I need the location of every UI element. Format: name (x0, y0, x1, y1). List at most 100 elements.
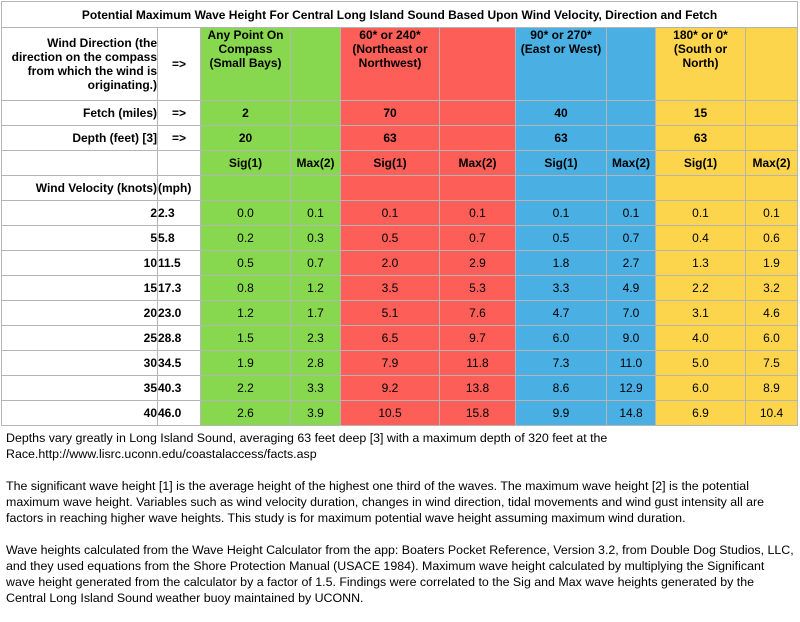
mph-cell: 23.0 (157, 300, 201, 326)
table-row: 10 11.5 0.5 0.7 2.0 2.9 1.8 2.7 1.3 1.9 (1, 250, 799, 276)
max-value-cell: 0.6 (744, 225, 799, 251)
sig-value-cell: 3.3 (515, 275, 607, 301)
sig-value-cell: 5.0 (655, 350, 746, 376)
mph-cell: 17.3 (157, 275, 201, 301)
max-value-cell: 11.8 (439, 350, 516, 376)
direction-south-north: 180* or 0* (South or North) (655, 27, 746, 101)
sig-header: Sig(1) (655, 150, 746, 176)
knots-cell: 40 (1, 400, 158, 426)
table-row: 2 2.3 0.0 0.1 0.1 0.1 0.1 0.1 0.1 0.1 (1, 200, 799, 226)
fetch-value: 15 (655, 100, 746, 126)
fetch-value: 2 (200, 100, 291, 126)
max-header: Max(2) (439, 150, 516, 176)
sig-value-cell: 1.3 (655, 250, 746, 276)
knots-cell: 5 (1, 225, 158, 251)
max-value-cell: 7.0 (606, 300, 656, 326)
mph-cell: 11.5 (157, 250, 201, 276)
table-row: 20 23.0 1.2 1.7 5.1 7.6 4.7 7.0 3.1 4.6 (1, 300, 799, 326)
mph-cell: 2.3 (157, 200, 201, 226)
direction-east-west-spacer (606, 27, 656, 101)
max-value-cell: 7.5 (744, 350, 799, 376)
max-value-cell: 7.6 (439, 300, 516, 326)
max-value-cell: 0.1 (290, 200, 341, 226)
sig-value-cell: 0.1 (340, 200, 440, 226)
max-value-cell: 12.9 (606, 375, 656, 401)
note-depths: Depths vary greatly in Long Island Sound… (6, 431, 608, 461)
fetch-arrow: => (157, 100, 201, 126)
mph-label: (mph) (157, 175, 201, 201)
max-value-cell: 3.2 (744, 275, 799, 301)
wave-height-table: Potential Maximum Wave Height For Centra… (0, 1, 799, 426)
sig-value-cell: 0.5 (340, 225, 440, 251)
max-value-cell: 2.7 (606, 250, 656, 276)
direction-northeast-spacer (439, 27, 516, 101)
depth-value: 63 (340, 125, 440, 151)
sig-value-cell: 0.4 (655, 225, 746, 251)
sig-value-cell: 0.5 (200, 250, 291, 276)
knots-cell: 10 (1, 250, 158, 276)
max-value-cell: 0.1 (744, 200, 799, 226)
sig-value-cell: 2.6 (200, 400, 291, 426)
fetch-label: Fetch (miles) (1, 100, 158, 126)
max-value-cell: 0.7 (439, 225, 516, 251)
sig-value-cell: 1.8 (515, 250, 607, 276)
sig-value-cell: 6.5 (340, 325, 440, 351)
sig-value-cell: 5.1 (340, 300, 440, 326)
direction-label: Wind Direction (the direction on the com… (1, 27, 158, 101)
max-value-cell: 8.9 (744, 375, 799, 401)
velocity-header-spacer (606, 175, 656, 201)
max-value-cell: 2.8 (290, 350, 341, 376)
max-value-cell: 13.8 (439, 375, 516, 401)
sig-value-cell: 2.2 (200, 375, 291, 401)
mph-cell: 46.0 (157, 400, 201, 426)
knots-cell: 2 (1, 200, 158, 226)
direction-arrow: => (157, 27, 201, 101)
table-row: 40 46.0 2.6 3.9 10.5 15.8 9.9 14.8 6.9 10.4 (1, 400, 799, 426)
velocity-header-spacer (515, 175, 607, 201)
velocity-label: Wind Velocity (knots) (1, 175, 158, 201)
sig-max-header-row: Sig(1) Max(2) Sig(1) Max(2) Sig(1) Max(2… (1, 150, 799, 176)
sig-value-cell: 9.9 (515, 400, 607, 426)
max-value-cell: 11.0 (606, 350, 656, 376)
fetch-spacer (290, 100, 341, 126)
sig-header: Sig(1) (340, 150, 440, 176)
max-value-cell: 0.7 (290, 250, 341, 276)
sig-value-cell: 4.0 (655, 325, 746, 351)
max-value-cell: 3.9 (290, 400, 341, 426)
sig-value-cell: 7.3 (515, 350, 607, 376)
velocity-header-spacer (340, 175, 440, 201)
depth-value: 63 (515, 125, 607, 151)
notes-section: Depths vary greatly in Long Island Sound… (6, 430, 796, 622)
depth-value: 20 (200, 125, 291, 151)
fetch-value: 40 (515, 100, 607, 126)
depth-spacer (744, 125, 799, 151)
sig-value-cell: 4.7 (515, 300, 607, 326)
knots-cell: 25 (1, 325, 158, 351)
note-calculation-method: Wave heights calculated from the Wave He… (6, 543, 794, 605)
depth-arrow: => (157, 125, 201, 151)
max-value-cell: 1.2 (290, 275, 341, 301)
max-value-cell: 2.9 (439, 250, 516, 276)
sig-value-cell: 0.1 (515, 200, 607, 226)
mph-cell: 34.5 (157, 350, 201, 376)
sig-value-cell: 6.0 (515, 325, 607, 351)
max-header: Max(2) (744, 150, 799, 176)
knots-cell: 35 (1, 375, 158, 401)
velocity-header-spacer (290, 175, 341, 201)
depth-value: 63 (655, 125, 746, 151)
knots-cell: 15 (1, 275, 158, 301)
velocity-header-spacer (439, 175, 516, 201)
sig-value-cell: 0.8 (200, 275, 291, 301)
max-value-cell: 1.9 (744, 250, 799, 276)
fetch-spacer (606, 100, 656, 126)
depth-spacer (439, 125, 516, 151)
sig-value-cell: 3.1 (655, 300, 746, 326)
knots-cell: 20 (1, 300, 158, 326)
sig-value-cell: 1.5 (200, 325, 291, 351)
fetch-spacer (744, 100, 799, 126)
max-value-cell: 0.1 (606, 200, 656, 226)
max-value-cell: 0.1 (439, 200, 516, 226)
max-value-cell: 4.9 (606, 275, 656, 301)
sig-value-cell: 8.6 (515, 375, 607, 401)
